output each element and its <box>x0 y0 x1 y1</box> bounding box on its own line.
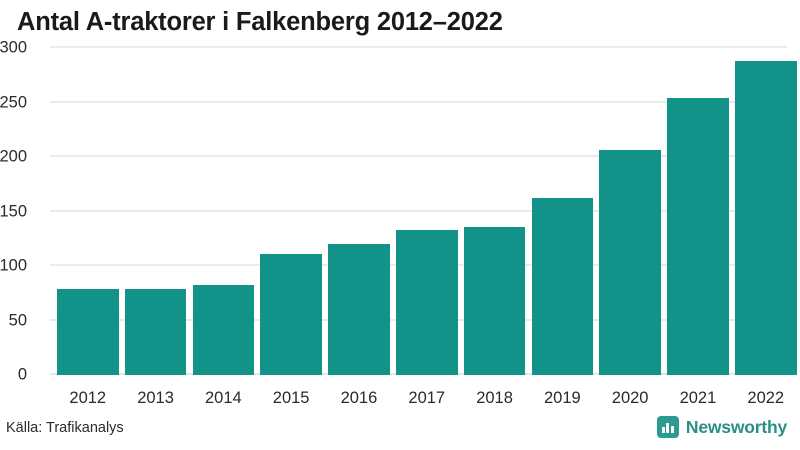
bar-group[interactable]: 2016 <box>328 48 390 407</box>
bar-group[interactable]: 2012 <box>57 48 119 407</box>
x-axis-tick-label: 2017 <box>408 389 446 407</box>
bar-group[interactable]: 2017 <box>396 48 458 407</box>
x-axis-tick-label: 2014 <box>204 389 242 407</box>
bar[interactable] <box>57 288 119 375</box>
x-axis-tick-label: 2012 <box>69 389 107 407</box>
gridline <box>50 155 787 157</box>
bar-group[interactable]: 2018 <box>463 48 526 407</box>
chart-footer: Källa: Trafikanalys Newsworthy <box>0 408 800 450</box>
y-axis-tick-label: 0 <box>17 365 27 384</box>
x-axis-tick-label: 2015 <box>272 389 310 407</box>
brand-name: Newsworthy <box>685 416 787 437</box>
bar[interactable] <box>124 288 187 375</box>
source-note: Källa: Trafikanalys <box>6 420 124 436</box>
bar-group[interactable]: 2022 <box>735 48 797 407</box>
bar[interactable] <box>328 244 390 375</box>
chart-title: Antal A-traktorer i Falkenberg 2012–2022 <box>17 8 503 36</box>
y-axis-tick-label: 100 <box>0 256 27 275</box>
y-axis-tick-label: 50 <box>8 311 27 329</box>
x-axis-tick-label: 2013 <box>137 389 174 407</box>
bars-layer: 2012 2013 2014 2015 2016 2017 2018 2019 2020 2021… <box>50 48 797 407</box>
bar[interactable] <box>599 150 661 375</box>
bar-group[interactable]: 2019 <box>531 48 594 407</box>
gridline <box>50 100 787 103</box>
bar-chart-icon <box>656 416 679 438</box>
bar[interactable] <box>667 98 729 375</box>
x-axis-tick-label: 2018 <box>476 389 513 407</box>
plot-area: 0 50 100 150 200 250 300 2012 2013 2014 2015 2016 2… <box>0 39 797 407</box>
bar[interactable] <box>396 230 458 375</box>
bar-group[interactable]: 2013 <box>124 48 187 407</box>
bar[interactable] <box>260 254 322 375</box>
gridline <box>50 209 787 212</box>
x-axis-tick-label: 2019 <box>543 389 581 407</box>
bar-group[interactable]: 2021 <box>667 48 729 407</box>
gridline <box>50 46 787 48</box>
x-axis-tick-label: 2022 <box>747 389 785 407</box>
x-axis-tick-label: 2021 <box>679 389 717 407</box>
bar-group[interactable]: 2014 <box>192 48 255 407</box>
x-axis-tick-label: 2020 <box>611 389 649 407</box>
bar[interactable] <box>463 226 526 375</box>
bar[interactable] <box>531 198 594 375</box>
bar[interactable] <box>192 284 255 375</box>
y-axis-tick-label: 300 <box>0 38 27 57</box>
bar[interactable] <box>735 61 797 375</box>
y-axis-tick-label: 250 <box>0 93 27 111</box>
x-axis-tick-label: 2016 <box>340 389 378 407</box>
bar-group[interactable]: 2020 <box>599 48 661 407</box>
y-axis-tick-label: 150 <box>0 202 27 220</box>
y-axis-tick-label: 200 <box>0 147 27 166</box>
bar-group[interactable]: 2015 <box>260 48 322 407</box>
newsworthy-logo[interactable]: Newsworthy <box>656 416 787 438</box>
